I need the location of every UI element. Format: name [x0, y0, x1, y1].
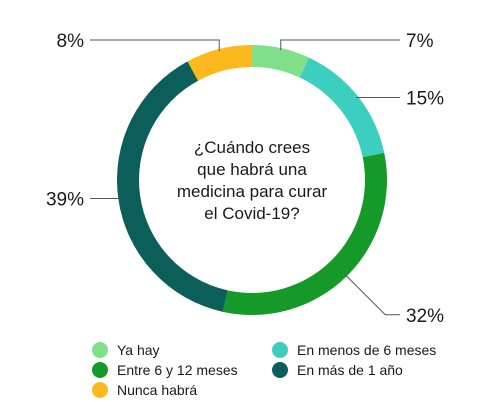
center-text-line: ¿Cuándo crees — [194, 138, 310, 157]
legend-swatch — [92, 362, 108, 378]
pct-label-entre-6-y-12-meses: 32% — [406, 306, 444, 327]
slice-en-mas-de-1-ano — [117, 61, 228, 312]
center-question: ¿Cuándo crees que habrá una medicina para … — [177, 138, 328, 223]
donut-slices — [117, 45, 387, 315]
legend-label: En más de 1 año — [297, 362, 403, 378]
slice-ya-hay — [252, 45, 309, 78]
pct-label-ya-hay: 7% — [406, 31, 434, 52]
legend-swatch — [92, 382, 108, 398]
legend-swatch — [272, 342, 288, 358]
leader-line-nunca-habra — [90, 39, 220, 52]
leader-line-entre-6-y-12-meses — [344, 274, 400, 316]
legend-item-en-menos-de-6-meses: En menos de 6 meses — [272, 341, 482, 359]
pct-label-en-menos-de-6-meses: 15% — [406, 89, 444, 110]
pct-label-en-mas-de-1-ano: 39% — [46, 190, 84, 211]
percentage-labels: 7% 15% 32% 39% 8% — [46, 31, 444, 327]
legend-swatch — [92, 342, 108, 358]
legend-item-en-mas-de-1-ano: En más de 1 año — [272, 361, 482, 379]
pct-label-nunca-habra: 8% — [57, 31, 85, 52]
leader-line-ya-hay — [280, 39, 400, 51]
legend-label: Nunca habrá — [117, 382, 198, 398]
center-text-line: que habrá una — [197, 160, 307, 179]
legend-item-entre-6-y-12-meses: Entre 6 y 12 meses — [92, 361, 262, 379]
slice-en-menos-de-6-meses — [299, 57, 385, 158]
donut-chart: 7% 15% 32% 39% 8% ¿Cuándo crees que habrá una… — [46, 31, 444, 327]
legend: Ya hay En menos de 6 meses Entre 6 y 12 me… — [92, 341, 492, 399]
center-text-line: medicina para curar — [177, 182, 328, 201]
legend-item-nunca-habra: Nunca habrá — [92, 381, 262, 399]
legend-label: Ya hay — [117, 342, 160, 358]
center-text-line: el Covid-19? — [204, 204, 299, 223]
leader-lines — [90, 39, 400, 316]
legend-label: En menos de 6 meses — [297, 342, 437, 358]
legend-swatch — [272, 362, 288, 378]
legend-label: Entre 6 y 12 meses — [117, 362, 238, 378]
slice-entre-6-y-12-meses — [222, 152, 387, 315]
legend-item-ya-hay: Ya hay — [92, 341, 262, 359]
slice-nunca-habra — [187, 45, 252, 81]
